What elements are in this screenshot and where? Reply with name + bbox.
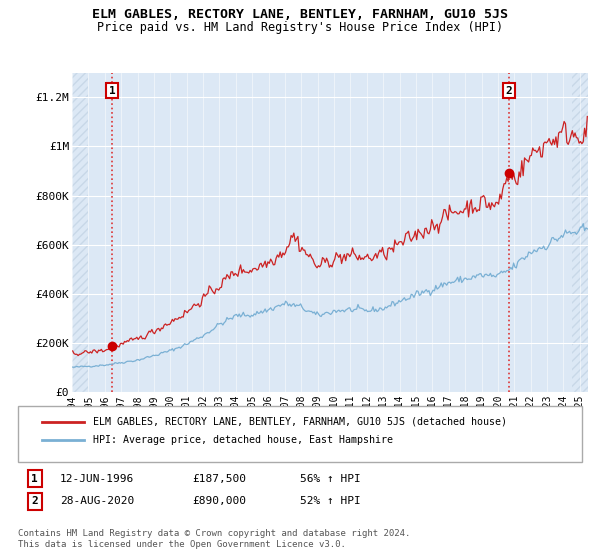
Bar xyxy=(572,73,588,392)
Bar xyxy=(72,73,88,392)
Text: 2: 2 xyxy=(31,496,38,506)
Text: ELM GABLES, RECTORY LANE, BENTLEY, FARNHAM, GU10 5JS (detached house): ELM GABLES, RECTORY LANE, BENTLEY, FARNH… xyxy=(93,417,507,427)
Text: £890,000: £890,000 xyxy=(192,496,246,506)
Text: ELM GABLES, RECTORY LANE, BENTLEY, FARNHAM, GU10 5JS: ELM GABLES, RECTORY LANE, BENTLEY, FARNH… xyxy=(92,8,508,21)
Text: 1: 1 xyxy=(109,86,116,96)
Text: 2: 2 xyxy=(505,86,512,96)
Text: 28-AUG-2020: 28-AUG-2020 xyxy=(60,496,134,506)
Text: 56% ↑ HPI: 56% ↑ HPI xyxy=(300,474,361,484)
Text: 12-JUN-1996: 12-JUN-1996 xyxy=(60,474,134,484)
Text: 52% ↑ HPI: 52% ↑ HPI xyxy=(300,496,361,506)
Text: HPI: Average price, detached house, East Hampshire: HPI: Average price, detached house, East… xyxy=(93,435,393,445)
Text: Contains HM Land Registry data © Crown copyright and database right 2024.
This d: Contains HM Land Registry data © Crown c… xyxy=(18,529,410,549)
Text: 1: 1 xyxy=(31,474,38,484)
Text: Price paid vs. HM Land Registry's House Price Index (HPI): Price paid vs. HM Land Registry's House … xyxy=(97,21,503,34)
Text: £187,500: £187,500 xyxy=(192,474,246,484)
